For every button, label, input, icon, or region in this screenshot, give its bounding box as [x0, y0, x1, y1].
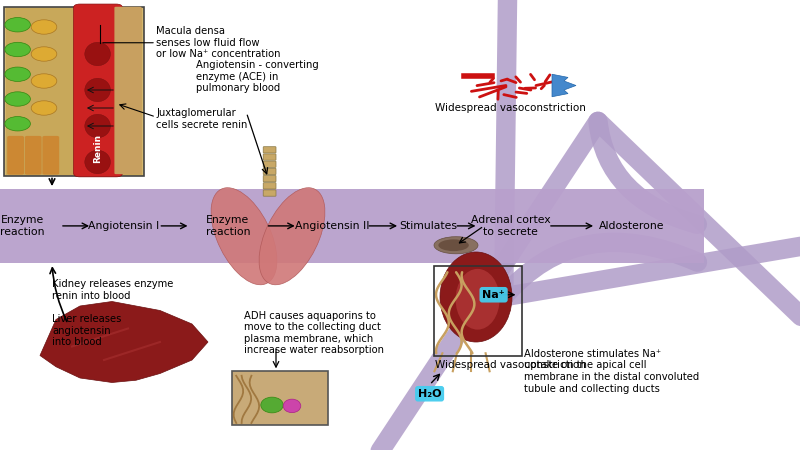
- Text: H₂O: H₂O: [418, 389, 442, 399]
- Circle shape: [5, 67, 30, 81]
- FancyBboxPatch shape: [74, 4, 122, 177]
- Polygon shape: [552, 74, 576, 97]
- Text: Macula densa
senses low fluid flow
or low Na⁺ concentration: Macula densa senses low fluid flow or lo…: [156, 26, 281, 59]
- Text: Widespread vasoconstriction: Widespread vasoconstriction: [435, 103, 586, 113]
- Ellipse shape: [85, 78, 110, 102]
- Ellipse shape: [283, 399, 301, 413]
- FancyBboxPatch shape: [4, 7, 144, 176]
- Text: Aldosterone: Aldosterone: [599, 221, 665, 231]
- FancyBboxPatch shape: [263, 147, 276, 153]
- Text: Enzyme
reaction: Enzyme reaction: [0, 215, 45, 237]
- Text: Adrenal cortex
to secrete: Adrenal cortex to secrete: [470, 215, 550, 237]
- Text: Na⁺: Na⁺: [482, 290, 505, 300]
- Ellipse shape: [211, 188, 277, 285]
- Text: Widespread vasoconstriction: Widespread vasoconstriction: [435, 360, 586, 369]
- Text: Aldosterone stimulates Na⁺
uptake on the apical cell
membrane in the distal conv: Aldosterone stimulates Na⁺ uptake on the…: [524, 349, 699, 394]
- Text: Angiotensin - converting
enzyme (ACE) in
pulmonary blood: Angiotensin - converting enzyme (ACE) in…: [196, 60, 318, 93]
- FancyBboxPatch shape: [263, 168, 276, 175]
- FancyBboxPatch shape: [263, 176, 276, 182]
- Circle shape: [5, 18, 30, 32]
- Circle shape: [31, 74, 57, 88]
- Text: Liver releases
angiotensin
into blood: Liver releases angiotensin into blood: [52, 314, 122, 347]
- Text: Juxtaglomerular
cells secrete renin: Juxtaglomerular cells secrete renin: [156, 108, 247, 130]
- Text: Enzyme
reaction: Enzyme reaction: [206, 215, 250, 237]
- Ellipse shape: [259, 188, 325, 285]
- Circle shape: [31, 101, 57, 115]
- FancyBboxPatch shape: [263, 183, 276, 189]
- FancyBboxPatch shape: [232, 371, 328, 425]
- Text: Angiotensin II: Angiotensin II: [294, 221, 370, 231]
- FancyBboxPatch shape: [25, 136, 42, 175]
- Polygon shape: [40, 302, 208, 382]
- Circle shape: [31, 20, 57, 34]
- FancyBboxPatch shape: [114, 7, 142, 174]
- FancyBboxPatch shape: [263, 161, 276, 167]
- Ellipse shape: [455, 269, 499, 329]
- FancyBboxPatch shape: [263, 190, 276, 196]
- Ellipse shape: [85, 42, 110, 66]
- FancyBboxPatch shape: [42, 136, 59, 175]
- FancyArrowPatch shape: [504, 0, 800, 297]
- FancyArrowPatch shape: [358, 122, 800, 450]
- Bar: [0, 189, 704, 263]
- Text: Angiotensin I: Angiotensin I: [88, 221, 160, 231]
- Ellipse shape: [261, 397, 283, 413]
- Circle shape: [31, 47, 57, 61]
- Text: Kidney releases enzyme
renin into blood: Kidney releases enzyme renin into blood: [52, 279, 174, 301]
- Ellipse shape: [440, 252, 512, 342]
- FancyBboxPatch shape: [7, 136, 24, 175]
- Circle shape: [5, 42, 30, 57]
- Circle shape: [5, 117, 30, 131]
- Ellipse shape: [85, 114, 110, 138]
- Bar: [6, 8, 142, 175]
- Text: Stimulates: Stimulates: [399, 221, 457, 231]
- Ellipse shape: [434, 237, 478, 254]
- Text: Renin: Renin: [93, 134, 102, 163]
- Circle shape: [5, 92, 30, 106]
- FancyBboxPatch shape: [263, 154, 276, 160]
- Ellipse shape: [85, 150, 110, 174]
- Text: ADH causes aquaporins to
move to the collecting duct
plasma membrane, which
incr: ADH causes aquaporins to move to the col…: [244, 310, 384, 356]
- Ellipse shape: [438, 239, 469, 251]
